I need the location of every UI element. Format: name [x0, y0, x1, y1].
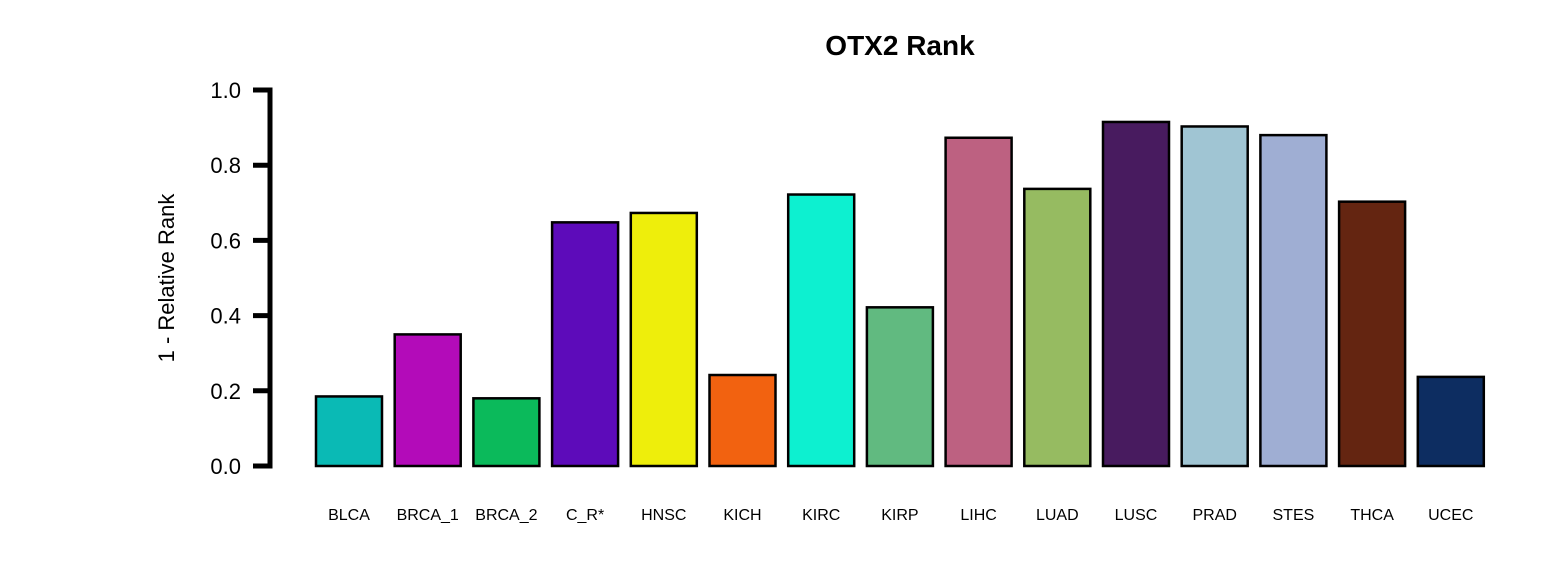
- bar-kirc: [786, 193, 856, 468]
- chart-title: OTX2 Rank: [825, 30, 975, 61]
- x-tick-label: UCEC: [1428, 507, 1473, 524]
- bar-kich: [708, 373, 777, 468]
- x-tick-label: LIHC: [960, 507, 996, 524]
- bar-stes: [1259, 133, 1328, 468]
- bar-hnsc: [629, 211, 699, 468]
- x-tick-label: BRCA_1: [397, 507, 459, 524]
- x-tick-label: BRCA_2: [475, 507, 537, 524]
- x-tick-label: KICH: [723, 507, 761, 524]
- bar-brca-2: [472, 397, 541, 468]
- y-tick-label: 1.0: [210, 78, 241, 103]
- x-tick-label: KIRP: [881, 507, 918, 524]
- bar-ucec: [1416, 375, 1486, 468]
- x-tick-label: HNSC: [641, 507, 686, 524]
- bar-luad: [1023, 187, 1092, 468]
- y-tick-label: 0.6: [210, 228, 241, 253]
- y-axis: 0.0 0.2 0.4 0.6 0.8 1.0: [210, 78, 273, 479]
- x-tick-label: C_R*: [566, 507, 604, 524]
- y-axis-label: 1 - Relative Rank: [154, 193, 179, 363]
- x-tick-label: THCA: [1350, 507, 1394, 524]
- bar-lusc: [1101, 120, 1171, 468]
- bar-lihc: [944, 136, 1013, 468]
- x-tick-label: STES: [1273, 507, 1315, 524]
- y-tick-label: 0.0: [210, 454, 241, 479]
- x-tick-label: PRAD: [1192, 507, 1236, 524]
- x-tick-label: LUAD: [1036, 507, 1079, 524]
- x-tick-label: KIRC: [802, 507, 840, 524]
- bar-blca: [314, 395, 384, 468]
- y-tick-label: 0.8: [210, 153, 241, 178]
- x-tick-label: LUSC: [1115, 507, 1158, 524]
- bar-prad: [1180, 125, 1249, 468]
- bars-group: [314, 120, 1486, 468]
- x-tick-label: BLCA: [328, 507, 370, 524]
- bar-thca: [1337, 200, 1407, 468]
- bar-c-r: [550, 221, 620, 468]
- y-tick-label: 0.4: [210, 304, 241, 329]
- y-tick-label: 0.2: [210, 379, 241, 404]
- x-tick-labels: BLCA BRCA_1 BRCA_2 C_R* HNSC KICH KIRC KIRP LIHC…: [328, 507, 1473, 524]
- bar-brca-1: [393, 333, 462, 468]
- bar-kirp: [865, 306, 935, 468]
